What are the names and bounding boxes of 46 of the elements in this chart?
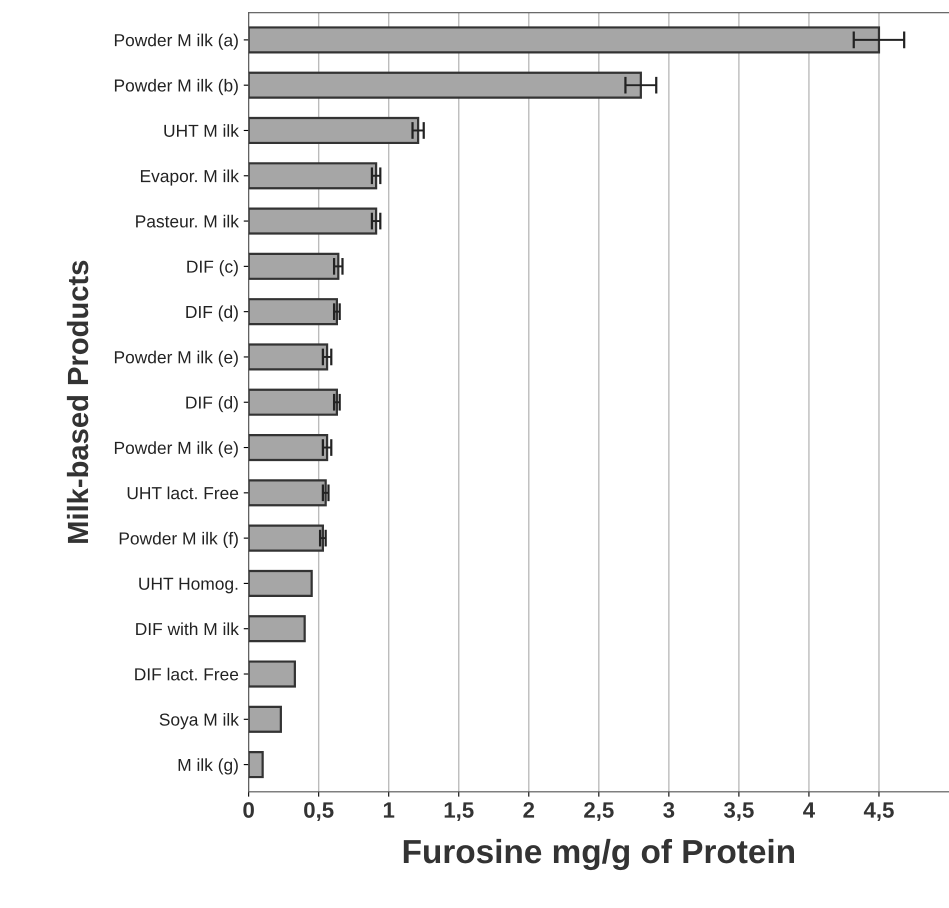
y-axis-title: Milk-based Products bbox=[66, 260, 88, 543]
x-tick-label: 0,5 bbox=[304, 802, 334, 822]
bar bbox=[248, 208, 378, 235]
bar bbox=[248, 570, 313, 597]
x-tick-label: 3,5 bbox=[724, 802, 754, 822]
x-tick-label: 3 bbox=[663, 802, 674, 818]
bar bbox=[248, 388, 338, 416]
y-tick-label: Powder M ilk (e) bbox=[114, 441, 238, 458]
bar bbox=[248, 116, 420, 144]
y-tick-label: Powder M ilk (f) bbox=[120, 532, 238, 548]
x-axis-title: Furosine mg/g of Protein bbox=[404, 838, 794, 870]
y-tick-label: DIF (d) bbox=[186, 396, 238, 412]
y-tick-label: Pasteur. M ilk bbox=[136, 214, 239, 228]
y-tick-label: Soya M ilk bbox=[160, 713, 239, 730]
y-tick-label: DIF (d) bbox=[186, 305, 238, 322]
y-tick-label: UHT lact. Free bbox=[128, 486, 238, 500]
y-tick-label: Powder M ilk (a) bbox=[114, 34, 238, 50]
x-tick-label: 2 bbox=[523, 802, 534, 818]
bar bbox=[248, 706, 282, 733]
bar bbox=[248, 26, 880, 54]
bar bbox=[248, 479, 327, 506]
bar bbox=[248, 252, 340, 280]
bar bbox=[248, 343, 328, 371]
bar bbox=[248, 434, 328, 462]
bar bbox=[248, 615, 306, 642]
bar bbox=[248, 162, 378, 190]
y-tick-label: Powder M ilk (b) bbox=[114, 78, 238, 96]
x-tick-label: 2,5 bbox=[584, 802, 614, 822]
y-tick-label: Evapor. M ilk bbox=[140, 169, 239, 186]
x-tick-label: 1 bbox=[384, 802, 394, 818]
bar bbox=[248, 72, 642, 99]
y-tick-label: DIF lact. Free bbox=[135, 668, 238, 680]
bar bbox=[248, 524, 324, 552]
y-tick-label: UHT M ilk bbox=[164, 124, 239, 137]
x-tick-label: 0 bbox=[243, 802, 254, 818]
x-tick-label: 4 bbox=[803, 802, 815, 818]
bar bbox=[248, 751, 264, 778]
bar bbox=[248, 298, 338, 326]
y-tick-label: DIF with M ilk bbox=[136, 622, 239, 636]
bar bbox=[248, 660, 296, 688]
x-tick-label: 4,5 bbox=[864, 802, 894, 822]
x-tick-label: 1,5 bbox=[444, 802, 474, 822]
y-tick-label: M ilk (g) bbox=[178, 758, 238, 774]
y-tick-label: DIF (c) bbox=[187, 260, 238, 276]
y-tick-label: Powder M ilk (e) bbox=[114, 350, 238, 367]
y-tick-label: UHT Homog. bbox=[139, 578, 238, 594]
